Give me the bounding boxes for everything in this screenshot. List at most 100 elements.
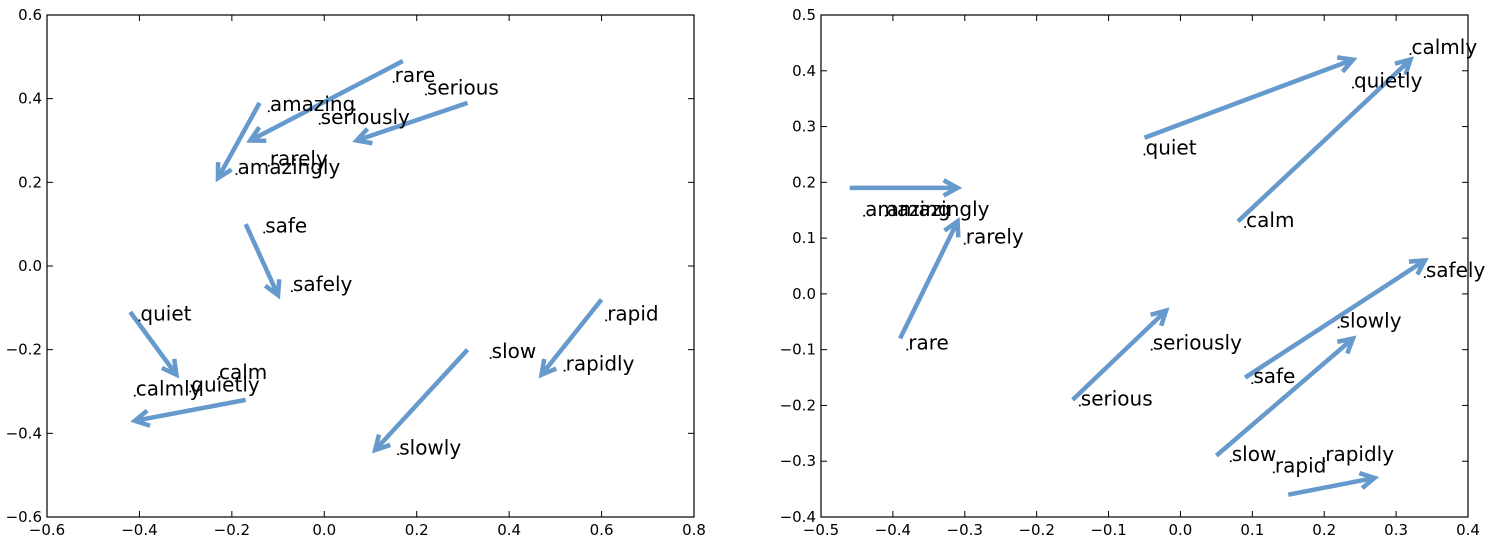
right-y-tick-label: 0.0 bbox=[792, 285, 816, 303]
right-word-point-safely bbox=[1423, 276, 1426, 279]
left-x-tick-label: 0.0 bbox=[312, 521, 336, 539]
left-arrow-amazing-to-amazingly bbox=[215, 101, 262, 183]
arrow-head-icon bbox=[943, 217, 961, 238]
left-word-point-quiet bbox=[138, 319, 141, 322]
left-word-point-rapidly bbox=[563, 369, 566, 372]
right-word-label-slowly: slowly bbox=[1340, 308, 1402, 332]
left-y-tick-label: −0.4 bbox=[6, 424, 42, 442]
right-word-point-rarely bbox=[963, 242, 966, 245]
right-word-label-calm: calm bbox=[1246, 208, 1294, 232]
left-y-tick-label: −0.6 bbox=[6, 508, 42, 526]
left-word-label-rare: rare bbox=[395, 63, 436, 87]
right-x-tick-label: 0.0 bbox=[1169, 521, 1193, 539]
right-plot-frame bbox=[820, 14, 1469, 518]
arrow-head-icon bbox=[352, 127, 373, 146]
right-y-tick-label: 0.2 bbox=[792, 173, 816, 191]
left-word-label-slowly: slowly bbox=[399, 435, 461, 459]
arrow-head-icon bbox=[1336, 335, 1357, 355]
left-word-point-calmly bbox=[133, 394, 136, 397]
right-word-label-safe: safe bbox=[1253, 364, 1295, 388]
arrow-head-icon bbox=[1150, 307, 1170, 327]
arrow-head-icon bbox=[130, 408, 151, 428]
left-x-tick-label: 0.2 bbox=[405, 521, 429, 539]
right-arrow-calm-to-calmly bbox=[1236, 56, 1414, 224]
right-word-point-rare bbox=[906, 348, 909, 351]
right-word-label-rare: rare bbox=[908, 331, 949, 355]
left-chart: −0.6 −0.4 −0.2 0.0 0.2 0.4 0.6 0.8 −0.6 −0.4 −0.2 0… bbox=[6, 6, 706, 539]
right-word-point-slow bbox=[1229, 460, 1232, 463]
left-word-point-rapid bbox=[605, 319, 608, 322]
arrow-shaft bbox=[243, 223, 281, 297]
left-word-label-safe: safe bbox=[265, 214, 307, 238]
right-word-point-slowly bbox=[1337, 326, 1340, 329]
right-arrow-amazing-to-amazingly bbox=[849, 178, 963, 198]
right-y-tick-label: 0.1 bbox=[792, 229, 816, 247]
left-arrow-calm-to-calmly bbox=[130, 397, 247, 428]
arrow-shaft bbox=[134, 397, 247, 423]
right-x-tick-label: 0.3 bbox=[1384, 521, 1408, 539]
left-arrow-rapid-to-rapidly bbox=[538, 298, 604, 379]
arrow-shaft bbox=[216, 101, 262, 180]
arrow-shaft bbox=[1143, 57, 1354, 140]
left-word-label-safely: safely bbox=[293, 272, 353, 296]
right-word-label-amazing: amazing bbox=[865, 197, 950, 221]
right-x-tick-label: 0.4 bbox=[1456, 521, 1480, 539]
right-arrow-slow-to-slowly bbox=[1214, 335, 1357, 458]
arrow-head-icon bbox=[942, 178, 963, 198]
left-word-label-seriously: seriously bbox=[321, 105, 410, 129]
right-y-tick-label: −0.4 bbox=[780, 508, 816, 526]
right-y-tick-label: 0.4 bbox=[792, 62, 816, 80]
arrow-shaft bbox=[539, 298, 604, 377]
left-x-tick-label: 0.6 bbox=[590, 521, 614, 539]
left-arrow-slow-to-slowly bbox=[371, 348, 470, 454]
left-arrow-safe-to-safely bbox=[243, 223, 282, 300]
right-arrow-quiet-to-quietly bbox=[1143, 55, 1358, 140]
left-word-label-rapidly: rapidly bbox=[566, 352, 635, 376]
right-word-point-rapid bbox=[1272, 471, 1275, 474]
right-x-tick-label: 0.1 bbox=[1240, 521, 1264, 539]
left-y-tick-label: 0.4 bbox=[18, 90, 42, 108]
right-word-label-seriously: seriously bbox=[1153, 331, 1242, 355]
right-x-tick-label: −0.5 bbox=[803, 521, 839, 539]
right-word-point-serious bbox=[1078, 404, 1081, 407]
right-word-point-calm bbox=[1244, 225, 1247, 228]
left-word-label-serious: serious bbox=[427, 75, 499, 99]
left-x-tick-label: 0.8 bbox=[682, 521, 706, 539]
arrow-shaft bbox=[1287, 475, 1375, 497]
left-y-tick-label: 0.0 bbox=[18, 257, 42, 275]
right-x-tick-label: −0.1 bbox=[1090, 521, 1126, 539]
left-word-point-safe bbox=[263, 231, 266, 234]
arrow-head-icon bbox=[371, 433, 391, 454]
right-word-point-rapidly bbox=[1323, 460, 1326, 463]
arrow-head-icon bbox=[1336, 55, 1358, 74]
right-x-tick-label: −0.2 bbox=[1018, 521, 1054, 539]
arrow-head-icon bbox=[1408, 257, 1429, 276]
arrow-shaft bbox=[1236, 57, 1413, 224]
arrow-head-icon bbox=[263, 279, 282, 300]
arrow-head-icon bbox=[1358, 470, 1380, 490]
left-word-label-slow: slow bbox=[492, 339, 537, 363]
left-word-label-quietly: quietly bbox=[191, 373, 260, 397]
arrow-shaft bbox=[898, 220, 960, 340]
arrow-head-icon bbox=[1394, 56, 1414, 76]
left-word-label-calm: calm bbox=[219, 360, 267, 384]
right-word-label-rarely: rarely bbox=[966, 225, 1024, 249]
left-word-point-amazingly bbox=[235, 172, 238, 175]
left-word-point-slowly bbox=[397, 453, 400, 456]
right-x-tick-label: −0.3 bbox=[947, 521, 983, 539]
right-y-tick-label: −0.3 bbox=[780, 452, 816, 470]
right-word-point-quiet bbox=[1143, 153, 1146, 156]
right-word-point-quietly bbox=[1351, 86, 1354, 89]
right-x-tick-label: −0.4 bbox=[875, 521, 911, 539]
right-word-point-amazingly bbox=[884, 214, 887, 217]
arrow-shaft bbox=[1214, 336, 1355, 458]
right-word-point-amazing bbox=[863, 214, 866, 217]
arrow-shaft bbox=[1071, 308, 1168, 402]
right-y-tick-label: −0.1 bbox=[780, 341, 816, 359]
right-word-label-rapidly: rapidly bbox=[1325, 442, 1394, 466]
left-word-point-seriously bbox=[318, 122, 321, 125]
right-word-label-amazingly: amazingly bbox=[887, 197, 990, 221]
left-plot-frame bbox=[46, 14, 695, 518]
arrow-shaft bbox=[1243, 258, 1427, 380]
left-word-point-slow bbox=[489, 357, 492, 360]
